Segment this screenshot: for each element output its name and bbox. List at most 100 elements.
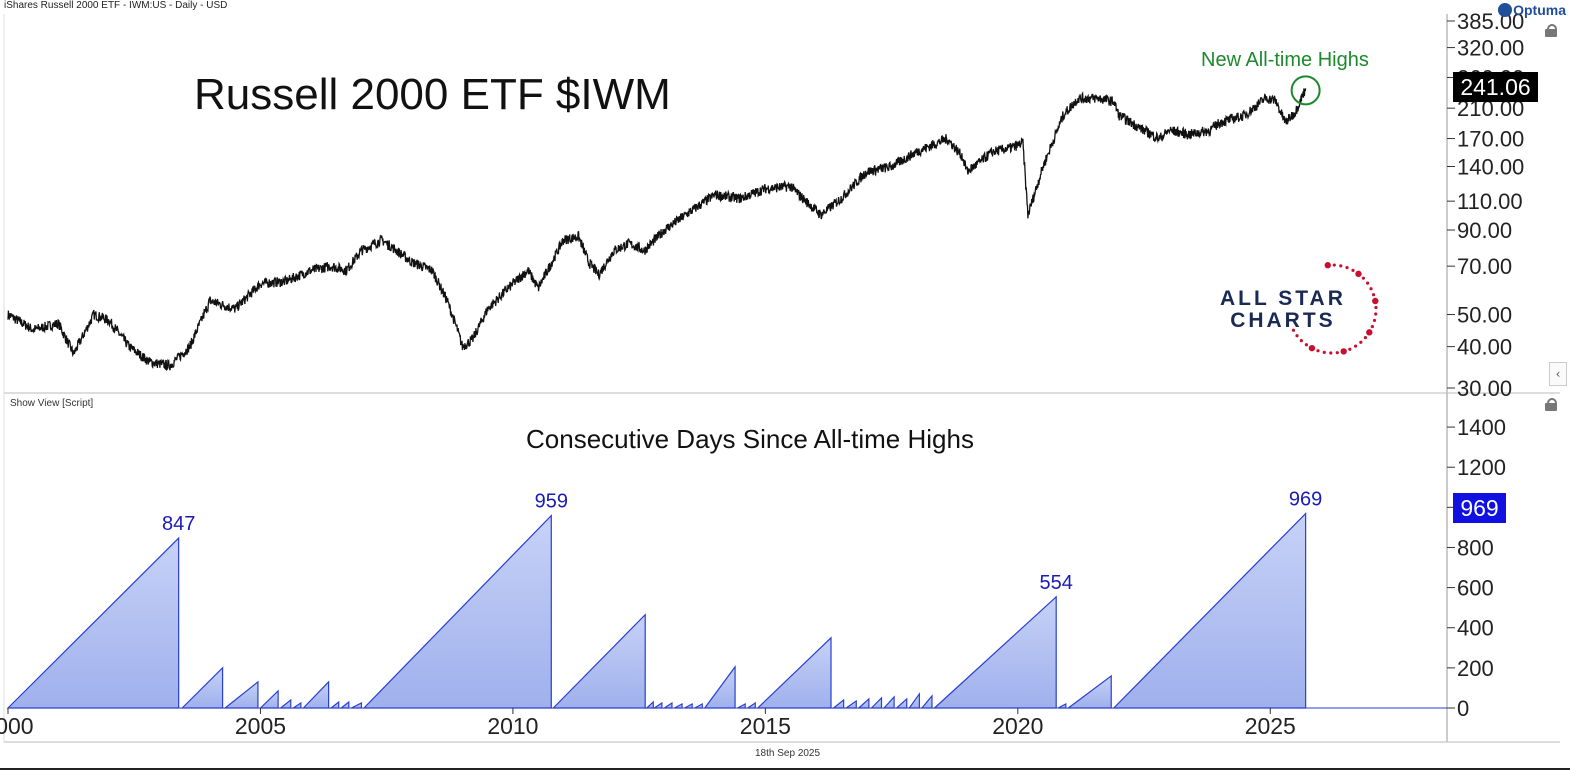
logo-star (1351, 268, 1355, 272)
optuma-icon (1498, 3, 1513, 17)
peak-label: 554 (1040, 572, 1073, 594)
peak-label: 969 (1289, 489, 1322, 511)
logo-star (1295, 334, 1299, 338)
days-area-segment (180, 666, 224, 709)
logo-star (1332, 263, 1336, 267)
price-chart-title: Russell 2000 ETF $IWM (194, 70, 671, 119)
days-area-segment (258, 689, 279, 709)
days-area-segment (694, 702, 703, 709)
logo-star (1304, 343, 1308, 347)
price-axis-label: 50.00 (1457, 303, 1512, 328)
logo-star (1361, 276, 1365, 280)
footer-date: 18th Sep 2025 (755, 748, 821, 759)
peak-label: 847 (162, 513, 195, 535)
days-area-segment (674, 702, 683, 709)
logo-star (1355, 270, 1362, 278)
days-area-segment (291, 701, 302, 709)
logo-star (1374, 305, 1378, 310)
days-area-segment (869, 696, 883, 709)
days-area-series (6, 512, 1447, 709)
time-axis-label: 2000 (0, 713, 34, 739)
allstarcharts-logo: ALL STAR CHARTS (1220, 287, 1346, 332)
time-axis-label: 2015 (740, 713, 791, 739)
days-area-segment (908, 692, 920, 709)
last-price-label: 241.06 (1453, 72, 1538, 102)
days-area-segment (551, 613, 646, 709)
days-area-segment (645, 700, 654, 709)
price-axis-label: 140.00 (1457, 154, 1524, 179)
time-axis-label: 2020 (992, 713, 1043, 739)
upper-lock-icon[interactable] (1544, 24, 1558, 37)
days-area-segment (932, 595, 1057, 709)
logo-star (1322, 350, 1326, 354)
logo-star (1370, 324, 1374, 329)
days-area-segment (684, 702, 693, 709)
chart-frame (0, 14, 1570, 770)
days-area-segment (301, 680, 330, 709)
logo-star (1291, 328, 1296, 332)
days-axis-label: 200 (1457, 656, 1494, 681)
days-area-segment (1057, 702, 1067, 709)
logo-star (1348, 347, 1352, 351)
days-area-segment (362, 514, 552, 709)
logo-star (1345, 266, 1349, 270)
days-area-segment (6, 536, 180, 709)
time-axis-label: 2005 (235, 713, 286, 739)
last-days-label: 969 (1453, 493, 1506, 523)
price-axis-label: 70.00 (1457, 254, 1512, 279)
days-axis-label: 400 (1457, 616, 1494, 641)
days-area-segment (278, 698, 292, 709)
brand-label: Optuma (1513, 2, 1566, 18)
logo-star (1372, 318, 1377, 323)
logo-star (1359, 340, 1363, 344)
days-area-segment (831, 698, 845, 709)
logo-star (1363, 336, 1368, 340)
logo-star (1316, 349, 1320, 353)
collapse-panel-button[interactable]: ‹ (1549, 362, 1567, 386)
logo-star (1374, 312, 1378, 316)
symbol-info: iShares Russell 2000 ETF - IWM:US - Dail… (4, 0, 228, 11)
ath-annotation: New All-time Highs (1201, 49, 1369, 71)
days-area-segment (745, 701, 756, 709)
days-axis-label: 1400 (1457, 415, 1506, 440)
days-area-segment (703, 665, 736, 709)
logo-star (1372, 293, 1376, 297)
lower-lock-icon[interactable] (1544, 398, 1558, 411)
logo-star (1353, 344, 1358, 348)
peak-labels: 847 959 554 969 (162, 489, 1322, 594)
price-axis-label: 30.00 (1457, 376, 1512, 401)
logo-star (1308, 344, 1316, 352)
logo-stars (1291, 262, 1379, 355)
days-axis-label: 600 (1457, 576, 1494, 601)
days-area-segment (652, 701, 663, 709)
logo-star (1369, 287, 1373, 291)
time-axis-label: 2025 (1245, 713, 1296, 739)
price-axis-label: 385.00 (1457, 9, 1524, 34)
days-area-segment (756, 636, 832, 709)
peak-label: 959 (535, 491, 568, 513)
price-axis-label: 110.00 (1457, 189, 1523, 214)
price-axis: 385.00320.00260.00210.00170.00140.00110.… (1447, 9, 1524, 401)
price-axis-label: 90.00 (1457, 218, 1512, 243)
days-area-segment (920, 694, 933, 709)
days-area-segment (737, 702, 746, 709)
days-chart-title: Consecutive Days Since All-time Highs (526, 424, 974, 454)
logo-star (1366, 329, 1373, 336)
logo-star (1324, 262, 1331, 269)
price-line (7, 88, 1307, 371)
days-area-segment (1112, 512, 1307, 709)
lower-panel-label: Show View [Script] (10, 398, 94, 409)
days-area-segment (895, 697, 908, 709)
price-axis-label: 320.00 (1457, 36, 1524, 61)
days-area-segment (351, 702, 363, 709)
days-area-segment (857, 697, 870, 709)
price-axis-label: 40.00 (1457, 335, 1512, 360)
days-area-segment (329, 700, 340, 709)
days-area-segment (1066, 674, 1112, 709)
days-axis-label: 1200 (1457, 455, 1506, 480)
logo-star (1329, 351, 1333, 355)
logo-star (1340, 348, 1347, 355)
days-area-segment (844, 699, 857, 709)
time-axis: 2000 2005 2010 2015 2020 2025 (0, 708, 1296, 739)
